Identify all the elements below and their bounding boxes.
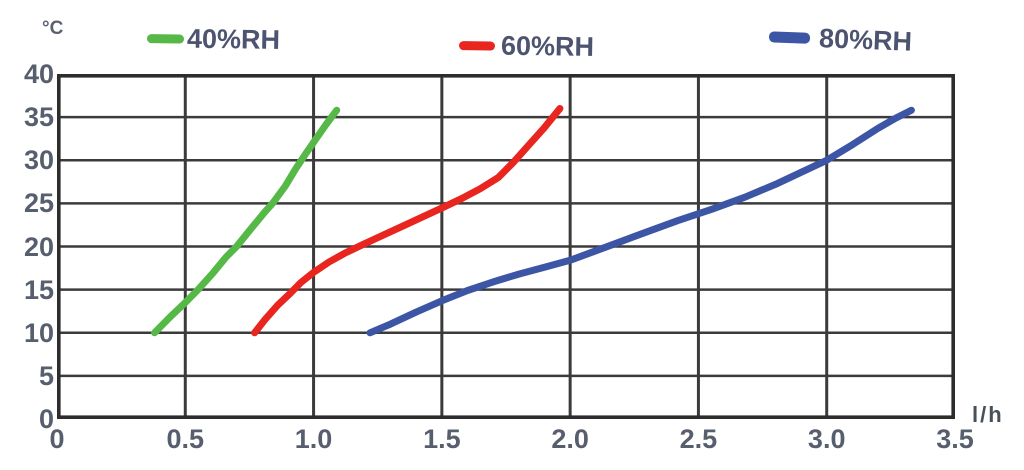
legend-label-40rh: 40%RH bbox=[186, 23, 281, 55]
x-axis-unit-label: l/h bbox=[972, 402, 1004, 427]
series-curve-40rh bbox=[151, 106, 341, 337]
y-tick-label: 20 bbox=[23, 231, 54, 262]
x-tick-label: 2.5 bbox=[679, 424, 718, 454]
x-tick-label: 3.0 bbox=[807, 424, 846, 454]
plot-area bbox=[56, 73, 956, 419]
series-curve-80rh bbox=[366, 106, 915, 337]
legend-swatch-60rh-icon bbox=[458, 41, 496, 51]
x-tick-label: 1.5 bbox=[423, 424, 461, 454]
y-tick-label: 35 bbox=[23, 102, 54, 133]
series-curve-60rh bbox=[251, 105, 564, 337]
y-tick-label: 5 bbox=[38, 360, 54, 391]
y-tick-label: 10 bbox=[23, 317, 54, 348]
legend-label-80rh: 80%RH bbox=[818, 23, 913, 57]
legend-item-40rh: 40%RH bbox=[146, 23, 281, 55]
x-tick-label: 3.5 bbox=[936, 424, 974, 454]
legend-item-80rh: 80%RH bbox=[768, 23, 913, 57]
x-tick-label: 1.0 bbox=[294, 424, 333, 454]
x-tick-label: 2.0 bbox=[551, 424, 589, 454]
x-tick-label: 0 bbox=[49, 424, 65, 454]
y-axis-unit-label: °C bbox=[42, 18, 64, 39]
x-tick-label: 0.5 bbox=[166, 424, 205, 454]
y-tick-label: 40 bbox=[23, 59, 54, 89]
y-tick-label: 30 bbox=[23, 145, 54, 176]
legend-swatch-40rh-icon bbox=[146, 34, 185, 44]
y-tick-label: 15 bbox=[23, 274, 54, 305]
legend-swatch-80rh-icon bbox=[768, 31, 811, 44]
y-tick-label: 25 bbox=[23, 188, 54, 219]
legend-item-60rh: 60%RH bbox=[458, 30, 595, 62]
y-tick-label: 0 bbox=[38, 404, 54, 434]
chart-canvas bbox=[56, 73, 956, 419]
plot-border bbox=[56, 73, 956, 419]
legend-label-60rh: 60%RH bbox=[500, 30, 595, 62]
